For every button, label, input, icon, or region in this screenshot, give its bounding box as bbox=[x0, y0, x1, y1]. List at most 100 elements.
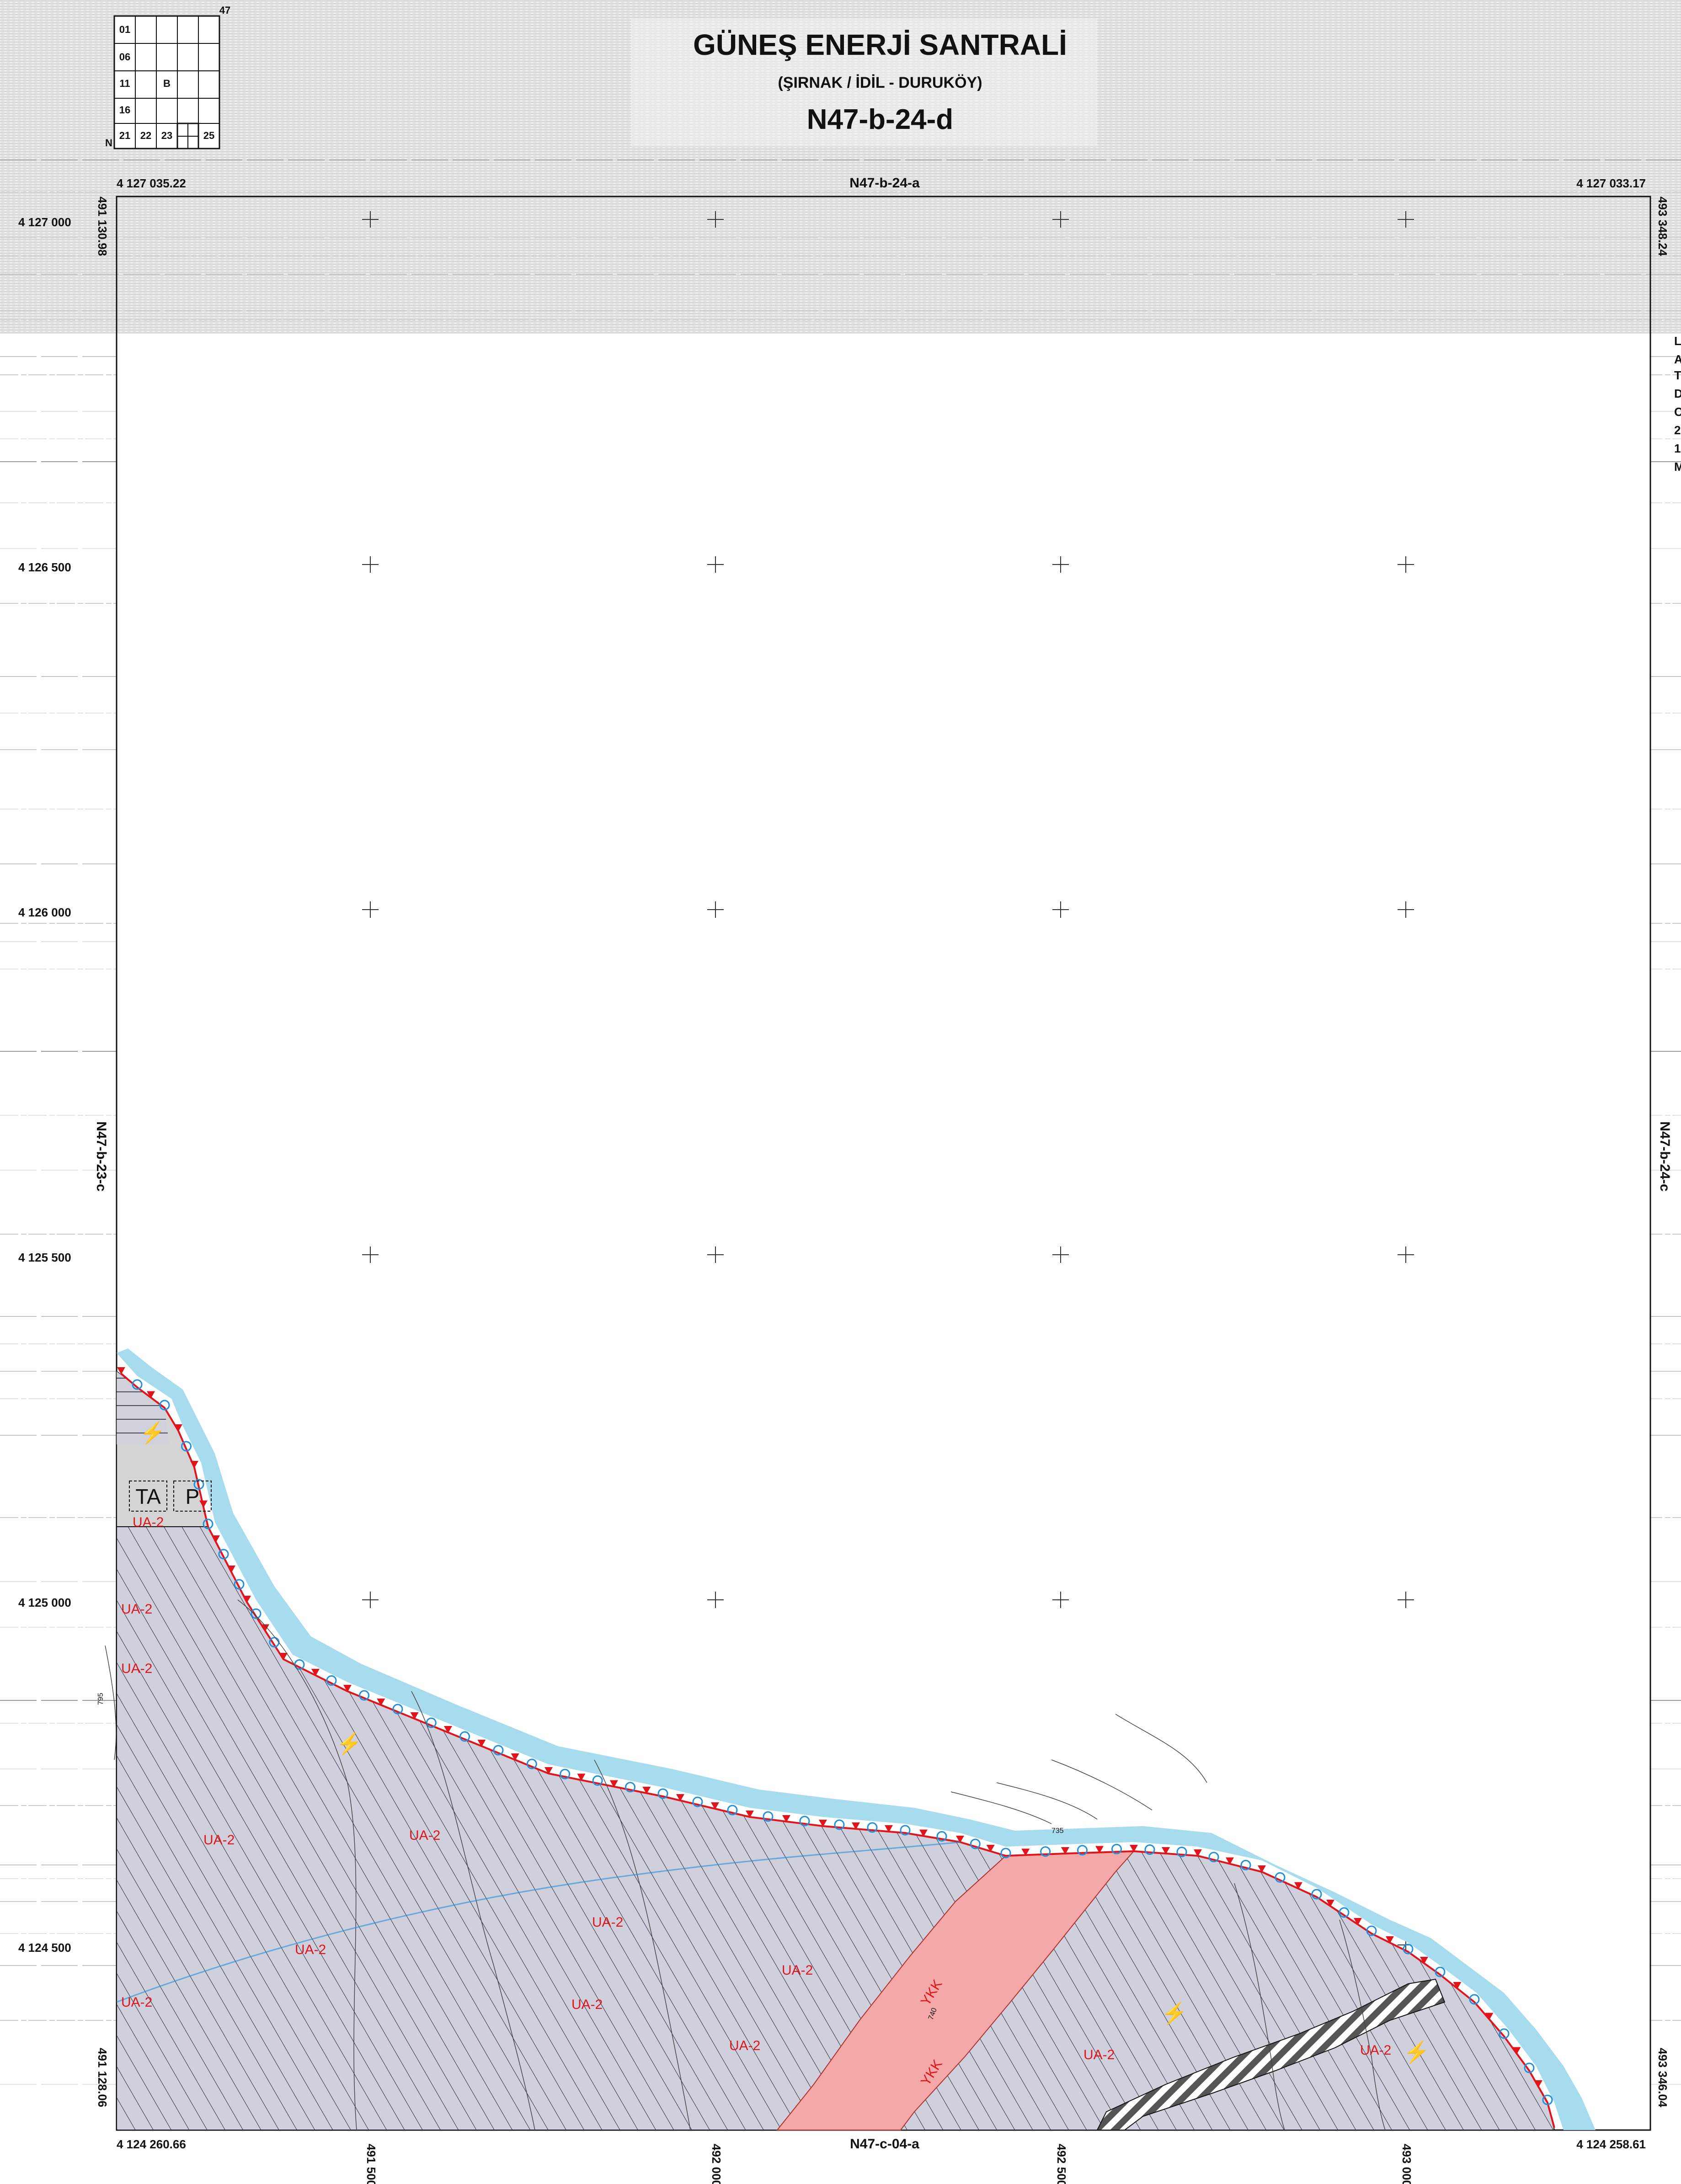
boundary-triangle bbox=[1512, 2047, 1521, 2055]
boundary-triangle bbox=[444, 1726, 452, 1733]
grid-easting-label: 492 000 bbox=[710, 2144, 723, 2184]
lightning-icon: ⚡ bbox=[1404, 2040, 1430, 2065]
boundary-triangle bbox=[1534, 2080, 1542, 2088]
boundary-triangle bbox=[1485, 2013, 1494, 2020]
boundary-triangle bbox=[1294, 1882, 1302, 1890]
boundary-triangle bbox=[343, 1685, 352, 1692]
adjacent-sheet-labels: N47-b-24-a N47-c-04-a N47-b-23-c N47-b-2… bbox=[94, 176, 1672, 2152]
boundary-circle bbox=[900, 1825, 911, 1836]
title-block: GÜNEŞ ENERJİ SANTRALİ (ŞIRNAK / İDİL - D… bbox=[693, 28, 1067, 135]
boundary-triangle bbox=[1194, 1849, 1202, 1857]
grid-northing-label: 4 126 500 bbox=[18, 560, 71, 574]
ykk-area bbox=[776, 1850, 1135, 2131]
index-cell-25: 25 bbox=[203, 130, 214, 141]
boundary-triangle bbox=[956, 1836, 964, 1843]
boundary-triangle bbox=[199, 1500, 208, 1508]
ua2-label: UA-2 bbox=[295, 1942, 326, 1957]
boundary-circle bbox=[218, 1549, 229, 1560]
north-neighbor-sheet: N47-b-24-a bbox=[849, 176, 920, 191]
grid-cross bbox=[1052, 211, 1069, 228]
boundary-triangle bbox=[1162, 1847, 1170, 1854]
grid-cross bbox=[1398, 1246, 1414, 1263]
boundary-circle bbox=[1435, 1966, 1446, 1977]
index-cell-11: 11 bbox=[119, 78, 130, 89]
title-backdrop bbox=[631, 18, 1097, 146]
grid-cross bbox=[1398, 1592, 1414, 1608]
boundary-triangle bbox=[212, 1535, 220, 1543]
ua2-label: UA-2 bbox=[729, 2038, 760, 2053]
grid-cross bbox=[362, 1592, 379, 1608]
ua2-label: UA-2 bbox=[203, 1832, 235, 1848]
grid-cross bbox=[707, 556, 724, 573]
grid-cross bbox=[1398, 901, 1414, 918]
lightning-icon: ⚡ bbox=[1161, 2001, 1187, 2026]
blue-line-diagonal bbox=[116, 1841, 961, 2003]
boundary-triangle bbox=[819, 1820, 827, 1827]
boundary-triangle bbox=[544, 1767, 553, 1774]
boundary-circle bbox=[867, 1822, 878, 1833]
grid-cross bbox=[362, 211, 379, 228]
west-neighbor-sheet: N47-b-23-c bbox=[94, 1121, 109, 1191]
boundary-circle bbox=[1176, 1847, 1187, 1857]
boundary-triangle bbox=[919, 1829, 928, 1837]
zone-label-ta: TA bbox=[135, 1485, 161, 1508]
grid-northing-label: 4 125 500 bbox=[18, 1251, 71, 1264]
boundary-circle bbox=[1524, 2062, 1535, 2073]
grid-northing-label: 4 124 500 bbox=[18, 1941, 71, 1955]
grid-northing-label: 4 126 000 bbox=[18, 906, 71, 919]
boundary-circle bbox=[426, 1717, 437, 1728]
legend-fragment: T bbox=[1674, 368, 1681, 382]
striped-band bbox=[1096, 1978, 1446, 2131]
contour-label-735: 735 bbox=[1051, 1827, 1064, 1835]
legend-fragment: L bbox=[1674, 334, 1681, 348]
bottom-left-easting: 491 128.06 bbox=[96, 2048, 109, 2107]
boundary-triangle bbox=[642, 1786, 651, 1794]
boundary-symbol-line bbox=[117, 1367, 1555, 2128]
grid-cross bbox=[362, 1246, 379, 1263]
top-left-northing: 4 127 035.22 bbox=[117, 176, 186, 190]
index-quadrant-label: B bbox=[163, 78, 171, 89]
boundary-circle bbox=[459, 1731, 470, 1742]
east-neighbor-sheet: N47-b-24-c bbox=[1657, 1121, 1672, 1191]
legend-fragments: L A T D O 2 1 M bbox=[1674, 334, 1681, 474]
ua2-label: UA-2 bbox=[121, 1602, 152, 1617]
grid-cross bbox=[1052, 1246, 1069, 1263]
boundary-circle bbox=[727, 1805, 738, 1816]
boundary-circle bbox=[936, 1831, 947, 1842]
boundary-circle bbox=[592, 1775, 603, 1786]
boundary-triangle bbox=[477, 1740, 486, 1747]
boundary-circle bbox=[834, 1819, 845, 1830]
boundary-triangle bbox=[1453, 1982, 1462, 1989]
sheet-number: N47-b-24-d bbox=[807, 104, 953, 135]
grid-cross bbox=[707, 1246, 724, 1263]
grid-northing-label: 4 125 000 bbox=[18, 1596, 71, 1609]
boundary-triangle bbox=[311, 1669, 320, 1676]
boundary-circle bbox=[159, 1400, 170, 1411]
boundary-circle bbox=[1542, 2094, 1553, 2105]
ua2-label: UA-2 bbox=[121, 1995, 152, 2010]
legend-fragment: 1 bbox=[1674, 442, 1681, 455]
boundary-circle bbox=[692, 1796, 703, 1807]
boundary-circle bbox=[359, 1690, 370, 1701]
map-location: (ŞIRNAK / İDİL - DURUKÖY) bbox=[778, 74, 982, 91]
boundary-triangle bbox=[377, 1699, 385, 1706]
grid-northing-label: 4 127 000 bbox=[18, 215, 71, 229]
index-cell-01: 01 bbox=[119, 24, 130, 35]
map-title: GÜNEŞ ENERJİ SANTRALİ bbox=[693, 28, 1067, 61]
boundary-circle bbox=[560, 1769, 571, 1779]
boundary-circle bbox=[763, 1811, 774, 1822]
boundary-triangle bbox=[190, 1461, 198, 1468]
lightning-icon: ⚡ bbox=[139, 1421, 165, 1445]
grid-easting-label: 492 500 bbox=[1055, 2144, 1068, 2184]
grid-cross bbox=[362, 556, 379, 573]
ua2-label: UA-2 bbox=[592, 1915, 623, 1930]
boundary-circle bbox=[251, 1608, 261, 1619]
boundary-circle bbox=[1000, 1848, 1011, 1859]
grid-easting-labels: 491 500 492 000 492 500 493 000 bbox=[364, 2144, 1414, 2184]
index-cell-23: 23 bbox=[161, 130, 172, 141]
grid-cross bbox=[707, 901, 724, 918]
boundary-triangle bbox=[147, 1391, 155, 1399]
boundary-triangle bbox=[885, 1825, 893, 1832]
boundary-circle bbox=[1366, 1925, 1377, 1936]
